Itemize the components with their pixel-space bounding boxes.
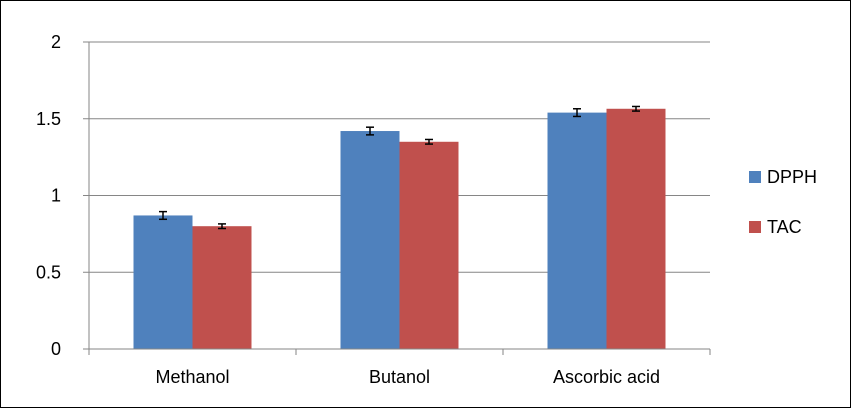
y-tick-label: 1.5	[36, 109, 61, 129]
axis-labels: 0 0.5 1 1.5 2 Methanol Butanol Ascorbic acid	[36, 32, 660, 387]
bar-tac-butanol	[399, 141, 459, 349]
legend: DPPH TAC	[749, 167, 817, 237]
error-bars	[159, 105, 640, 230]
bar-tac-methanol	[192, 226, 252, 349]
bar-tac-ascorbic-acid	[606, 108, 666, 350]
bar-dpph-ascorbic-acid	[547, 112, 607, 349]
legend-label: DPPH	[767, 167, 817, 187]
x-category-label: Ascorbic acid	[553, 367, 660, 387]
error-bar	[218, 223, 226, 230]
error-bar	[366, 126, 374, 136]
legend-item-dpph: DPPH	[749, 167, 817, 187]
error-bar	[573, 108, 581, 118]
error-bar	[159, 210, 167, 221]
x-category-label: Butanol	[369, 367, 430, 387]
y-tick-label: 1	[51, 186, 61, 206]
bar-dpph-butanol	[340, 131, 400, 349]
error-bar	[425, 138, 433, 145]
legend-swatch	[749, 171, 761, 183]
error-bar	[632, 105, 640, 112]
legend-swatch	[749, 221, 761, 233]
x-category-label: Methanol	[155, 367, 229, 387]
legend-label: TAC	[767, 217, 802, 237]
y-tick-label: 0.5	[36, 262, 61, 282]
bars	[133, 108, 666, 350]
bar-dpph-methanol	[133, 215, 193, 349]
legend-item-tac: TAC	[749, 217, 802, 237]
axes	[83, 41, 711, 355]
y-tick-label: 2	[51, 32, 61, 52]
y-tick-label: 0	[51, 339, 61, 359]
